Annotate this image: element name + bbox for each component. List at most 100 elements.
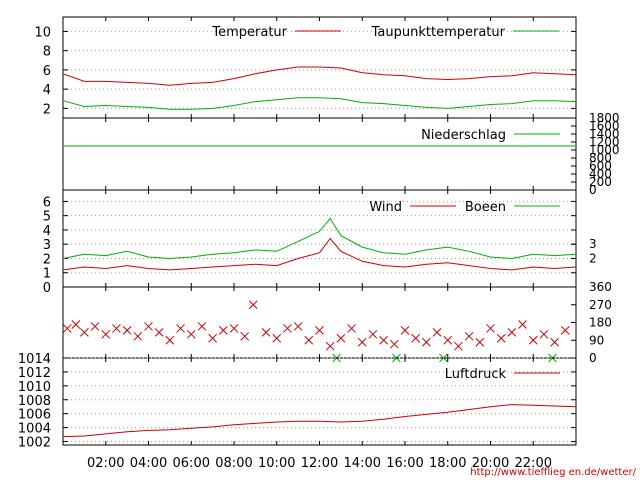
scatter-point	[475, 337, 485, 347]
y-tick-label: 2	[43, 252, 51, 267]
scatter-point	[80, 328, 89, 337]
x-tick-label: 18:00	[429, 456, 466, 471]
legend-label: Boeen	[465, 200, 506, 215]
scatter-point	[464, 331, 474, 341]
x-tick-label: 12:00	[301, 456, 338, 471]
x-tick-label: 06:00	[173, 456, 210, 471]
scatter-point	[336, 333, 346, 343]
scatter-point	[240, 331, 250, 341]
y-tick-label: 1004	[18, 422, 51, 437]
scatter-point	[208, 333, 217, 343]
y-tick-label-right: 200	[589, 175, 612, 189]
y-tick-label-right: 400	[589, 167, 612, 181]
y-tick-label-right: 1200	[589, 135, 620, 149]
y-tick-label-right: 180	[589, 316, 612, 330]
scatter-point	[432, 328, 442, 337]
scatter-point	[486, 324, 495, 333]
scatter-point	[496, 333, 506, 343]
y-tick-label: 6	[43, 195, 51, 210]
y-tick-label: 1012	[18, 366, 51, 381]
scatter-point	[71, 320, 81, 329]
series-line-Taupunkttemperatur	[62, 97, 577, 110]
series-line-Boeen	[62, 217, 577, 260]
scatter-point	[112, 324, 121, 333]
scatter-point	[122, 326, 132, 335]
scatter-point	[272, 333, 282, 343]
series-line-Wind	[62, 237, 577, 271]
panel-wind_direction: 0 90 180 270 360	[62, 280, 612, 365]
scatter-point	[218, 326, 228, 335]
scatter-point	[144, 322, 153, 331]
x-tick-label: 04:00	[130, 456, 167, 471]
scatter-point	[528, 335, 538, 345]
panel-frame	[62, 286, 577, 359]
x-tick-label: 20:00	[472, 456, 509, 471]
legend-label: Luftdruck	[445, 367, 507, 382]
legend-label: Wind	[369, 200, 402, 215]
scatter-point	[315, 326, 324, 335]
y-tick-label: 1008	[18, 394, 51, 409]
x-tick-label: 08:00	[215, 456, 252, 471]
x-tick-label: 14:00	[344, 456, 381, 471]
y-tick-label: 1	[43, 267, 51, 282]
source-url[interactable]: http://www.tiefflieg en.de/wetter/	[470, 467, 636, 478]
scatter-point	[304, 335, 314, 345]
y-tick-label: 3	[43, 238, 51, 253]
legend-label: Temperatur	[211, 25, 287, 40]
y-tick-label-right: 1000	[589, 143, 620, 157]
scatter-point	[293, 322, 303, 331]
y-tick-label-right: 90	[589, 333, 604, 347]
y-tick-label: 0	[43, 281, 51, 296]
panel-temperature: 2 4 6 8 10 Temperatur Taupunkttemperatur	[34, 16, 577, 119]
x-tick-label: 16:00	[386, 456, 423, 471]
y-tick-label-right: 0	[589, 351, 597, 365]
y-tick-label: 6	[43, 64, 51, 79]
scatter-point	[133, 331, 143, 341]
scatter-point	[261, 328, 271, 337]
y-tick-label: 1010	[18, 380, 51, 395]
y-tick-label-right: 1400	[589, 127, 620, 141]
y-tick-label: 10	[34, 25, 51, 40]
y-tick-label-right: 0	[589, 183, 597, 197]
scatter-point	[165, 335, 175, 345]
scatter-point	[379, 335, 388, 345]
y-tick-label-right: 1800	[589, 111, 620, 125]
y-tick-label-right: 3	[589, 237, 597, 251]
scatter-point	[560, 326, 570, 335]
scatter-point	[62, 324, 72, 333]
scatter-point	[400, 326, 410, 335]
series-line-Luftdruck	[62, 404, 577, 438]
legend-label: Niederschlag	[421, 128, 506, 143]
scatter-point	[507, 328, 517, 337]
scatter-point	[411, 333, 421, 343]
scatter-point	[389, 339, 399, 349]
y-tick-label-right: 270	[589, 298, 612, 312]
scatter-point	[90, 322, 100, 331]
y-tick-label-right: 1600	[589, 119, 620, 133]
scatter-point	[518, 320, 527, 329]
scatter-point	[422, 337, 431, 347]
scatter-point	[283, 324, 292, 333]
y-tick-label: 1006	[18, 408, 51, 423]
x-axis: 02:00 04:00 06:00 08:00 10:00 12:00 14:00 16:00…	[87, 17, 552, 471]
y-tick-label: 1014	[18, 352, 51, 367]
scatter-point	[539, 329, 549, 339]
scatter-point	[248, 300, 258, 310]
y-tick-label-right: 800	[589, 151, 612, 165]
y-tick-label: 1002	[18, 436, 51, 451]
scatter-point	[550, 337, 559, 347]
y-tick-label: 2	[43, 102, 51, 117]
scatter-point	[197, 322, 207, 331]
y-tick-label-right: 2	[589, 251, 597, 265]
series-line-Temperatur	[62, 66, 577, 86]
legend-label: Taupunkttemperatur	[371, 25, 506, 40]
y-tick-label: 8	[43, 45, 51, 60]
y-tick-label: 4	[43, 83, 51, 98]
y-tick-label: 5	[43, 210, 51, 225]
scatter-point	[443, 335, 453, 345]
